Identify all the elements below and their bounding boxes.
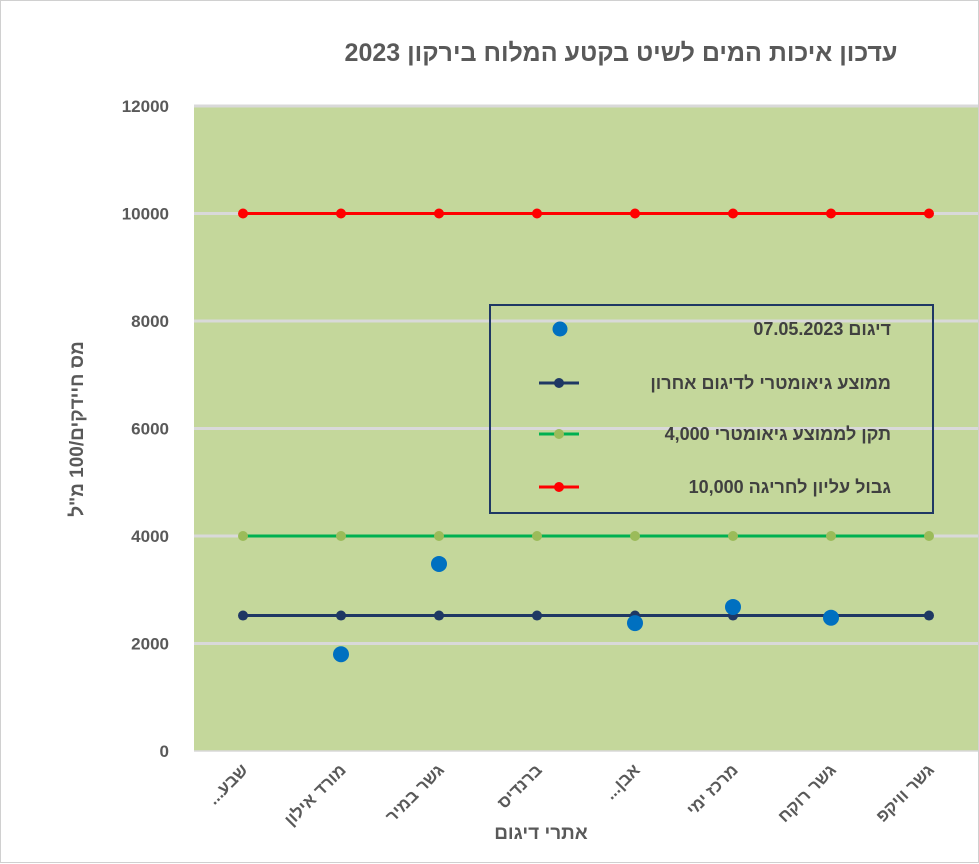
series-2	[238, 531, 934, 541]
y-tick-label-1: 2000	[131, 635, 169, 654]
series-3-point-4	[630, 208, 640, 219]
x-tick-label-0: שבע...	[204, 760, 252, 808]
legend-box	[489, 304, 934, 514]
series-1-point-0	[238, 610, 248, 621]
series-0-point-5	[725, 598, 741, 615]
series-3-point-2	[434, 208, 444, 219]
y-tick-labels: 0 2000 4000 6000 8000 10000 12000	[122, 97, 169, 761]
series-2-point-4	[630, 531, 640, 541]
x-tick-label-1: מורד אילון	[281, 760, 350, 829]
y-tick-label-3: 6000	[131, 420, 169, 439]
series-2-point-7	[924, 531, 934, 541]
series-1-point-1	[336, 610, 346, 621]
series-1-point-7	[924, 610, 934, 621]
series-2-point-3	[532, 531, 542, 541]
series-2-point-5	[728, 531, 738, 541]
y-tick-label-0: 0	[160, 742, 169, 761]
series-0-point-6	[823, 609, 839, 626]
legend-text-3: גבול עליון לחריגה 10,000	[689, 477, 892, 497]
y-tick-label-5: 10000	[122, 205, 169, 224]
series-2-point-1	[336, 531, 346, 541]
series-3-point-6	[826, 208, 836, 219]
legend-text-0: דיגום 07.05.2023	[753, 319, 891, 339]
series-1-point-2	[434, 610, 444, 621]
x-tick-label-2: גשר במיר	[382, 760, 448, 826]
series-1-point-3	[532, 610, 542, 621]
x-tick-label-7: גשר וויקפ	[872, 760, 937, 825]
y-tick-label-2: 4000	[131, 527, 169, 546]
series-3-point-1	[336, 208, 346, 219]
legend-marker-3	[554, 482, 564, 492]
series-layer	[238, 208, 934, 663]
series-3-point-5	[728, 208, 738, 219]
x-tick-label-4: אבן...	[601, 760, 644, 803]
y-tick-label-6: 12000	[122, 97, 169, 116]
x-tick-label-3: ברנדיס	[494, 760, 546, 812]
legend: דיגום 07.05.2023 ממוצע גיאומטרי לדיגום אח…	[489, 304, 934, 514]
series-0-point-2	[431, 555, 447, 572]
series-2-point-6	[826, 531, 836, 541]
series-3	[238, 208, 934, 219]
y-axis-label: מס חיידקים/100 מ"ל	[67, 341, 88, 517]
legend-text-1: ממוצע גיאומטרי לדיגום אחרון	[650, 373, 891, 393]
chart-title: עדכון איכות המים לשיט בקטע המלוח בירקון …	[345, 39, 898, 67]
series-2-point-0	[238, 531, 248, 541]
legend-marker-0	[552, 321, 568, 337]
legend-text-2: תקן לממוצע גיאומטרי 4,000	[665, 424, 891, 444]
y-tick-label-4: 8000	[131, 312, 169, 331]
series-3-point-7	[924, 208, 934, 219]
legend-marker-1	[554, 378, 564, 388]
series-0-point-1	[333, 646, 349, 663]
legend-marker-2	[554, 429, 564, 439]
series-3-point-0	[238, 208, 248, 219]
series-3-point-3	[532, 208, 542, 219]
series-2-point-2	[434, 531, 444, 541]
series-0-point-4	[627, 615, 643, 632]
x-tick-label-5: מרכז ימי	[683, 760, 742, 819]
series-0	[333, 555, 839, 663]
x-tick-labels: שבע... מורד אילון גשר במיר ברנדיס אבן... מרכז…	[204, 760, 938, 829]
x-tick-label-6: גשר רוקח	[774, 760, 840, 826]
x-axis-label: אתרי דיגום	[494, 823, 588, 844]
